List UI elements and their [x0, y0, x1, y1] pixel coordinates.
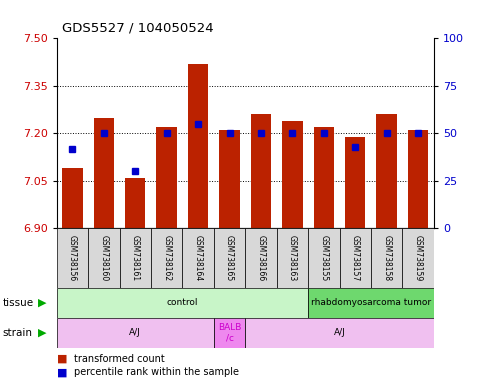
Text: GSM738163: GSM738163	[288, 235, 297, 281]
Text: ■: ■	[57, 354, 67, 364]
Text: GSM738164: GSM738164	[194, 235, 203, 281]
Text: A/J: A/J	[129, 328, 141, 338]
Bar	[340, 228, 371, 288]
Bar	[156, 127, 177, 228]
Text: GDS5527 / 104050524: GDS5527 / 104050524	[62, 22, 213, 35]
Text: GSM738156: GSM738156	[68, 235, 77, 281]
Text: GSM738161: GSM738161	[131, 235, 140, 281]
Text: GSM738166: GSM738166	[256, 235, 266, 281]
Text: GSM738158: GSM738158	[382, 235, 391, 281]
Bar	[119, 228, 151, 288]
Bar	[308, 228, 340, 288]
Bar	[371, 228, 402, 288]
Text: ■: ■	[57, 367, 67, 377]
Bar	[188, 64, 209, 228]
Bar	[345, 137, 365, 228]
Bar	[251, 114, 271, 228]
Text: control: control	[167, 298, 198, 308]
Bar	[377, 114, 397, 228]
Text: GSM738157: GSM738157	[351, 235, 360, 281]
Bar	[277, 228, 308, 288]
Bar	[182, 228, 214, 288]
Bar	[282, 121, 303, 228]
Bar	[314, 127, 334, 228]
Text: tissue: tissue	[2, 298, 34, 308]
Bar	[245, 318, 434, 348]
Text: strain: strain	[2, 328, 33, 338]
Bar	[408, 130, 428, 228]
Text: percentile rank within the sample: percentile rank within the sample	[74, 367, 239, 377]
Text: GSM738155: GSM738155	[319, 235, 328, 281]
Bar	[125, 178, 145, 228]
Bar	[214, 228, 246, 288]
Bar	[214, 318, 245, 348]
Bar	[57, 228, 88, 288]
Bar	[62, 168, 83, 228]
Bar	[245, 228, 277, 288]
Bar	[94, 118, 114, 228]
Bar	[57, 318, 214, 348]
Text: A/J: A/J	[334, 328, 346, 338]
Bar	[308, 288, 434, 318]
Text: GSM738165: GSM738165	[225, 235, 234, 281]
Text: GSM738162: GSM738162	[162, 235, 171, 281]
Text: GSM738159: GSM738159	[414, 235, 423, 281]
Text: transformed count: transformed count	[74, 354, 165, 364]
Text: BALB
/c: BALB /c	[218, 323, 241, 343]
Bar	[402, 228, 434, 288]
Bar	[219, 130, 240, 228]
Text: rhabdomyosarcoma tumor: rhabdomyosarcoma tumor	[311, 298, 431, 308]
Text: ▶: ▶	[38, 328, 46, 338]
Text: GSM738160: GSM738160	[99, 235, 108, 281]
Text: ▶: ▶	[38, 298, 46, 308]
Bar	[57, 288, 308, 318]
Bar	[151, 228, 182, 288]
Bar	[88, 228, 119, 288]
